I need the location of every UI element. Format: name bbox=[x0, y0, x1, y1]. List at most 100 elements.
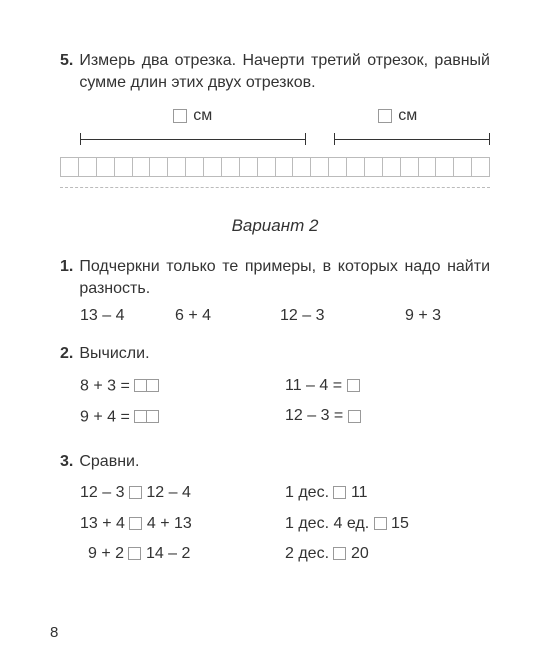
compare-box[interactable] bbox=[129, 517, 142, 530]
grid-cell bbox=[150, 158, 168, 176]
segment-1 bbox=[80, 131, 306, 147]
task-3: 3. Сравни. 12 – 3 12 – 4 13 + 4 4 + 13 9… bbox=[60, 451, 490, 570]
calc-line: 12 – 3 = bbox=[285, 401, 490, 431]
compare-a: 1 дес. 4 ед. bbox=[285, 515, 369, 532]
page-number: 8 bbox=[50, 624, 58, 641]
grid-cell bbox=[115, 158, 133, 176]
task-1-text: Подчеркни только те примеры, в которых н… bbox=[79, 256, 490, 299]
example: 12 – 3 bbox=[260, 307, 365, 325]
grid-row bbox=[60, 157, 490, 177]
cm-labels-row: см см bbox=[80, 107, 490, 125]
grid-cell bbox=[133, 158, 151, 176]
cm-label-right: см bbox=[306, 107, 491, 125]
grid-cell bbox=[365, 158, 383, 176]
grid-cell bbox=[97, 158, 115, 176]
compare-box[interactable] bbox=[333, 547, 346, 560]
segment-2-wrap bbox=[334, 131, 490, 147]
compare-box[interactable] bbox=[128, 547, 141, 560]
task-1-examples: 13 – 4 6 + 4 12 – 3 9 + 3 bbox=[80, 307, 490, 325]
task-3-number: 3. bbox=[60, 453, 73, 471]
calc-expr: 12 – 3 = bbox=[285, 407, 343, 424]
grid-cell bbox=[276, 158, 294, 176]
segment-2 bbox=[334, 131, 490, 147]
grid-cell bbox=[401, 158, 419, 176]
compare-a: 12 – 3 bbox=[80, 484, 124, 501]
task-5-number: 5. bbox=[60, 52, 73, 70]
task-2-cols: 8 + 3 = 9 + 4 = 11 – 4 = 12 – 3 = bbox=[80, 371, 490, 433]
segment-1-wrap bbox=[80, 131, 334, 147]
task-2-number: 2. bbox=[60, 345, 73, 363]
task-1-number: 1. bbox=[60, 258, 73, 276]
compare-line: 12 – 3 12 – 4 bbox=[80, 478, 285, 508]
answer-box[interactable] bbox=[347, 379, 360, 392]
grid-cell bbox=[293, 158, 311, 176]
grid-cell bbox=[222, 158, 240, 176]
compare-box[interactable] bbox=[333, 486, 346, 499]
compare-line: 1 дес. 11 bbox=[285, 478, 490, 508]
compare-a: 13 + 4 bbox=[80, 515, 125, 532]
grid-cell bbox=[383, 158, 401, 176]
grid-cell bbox=[347, 158, 365, 176]
task-1: 1. Подчеркни только те примеры, в которы… bbox=[60, 256, 490, 325]
grid-cell bbox=[204, 158, 222, 176]
task-2-col-right: 11 – 4 = 12 – 3 = bbox=[285, 371, 490, 433]
segments-row bbox=[80, 131, 490, 147]
grid-cell bbox=[436, 158, 454, 176]
compare-a: 2 дес. bbox=[285, 545, 329, 562]
answer-boxes[interactable] bbox=[134, 371, 159, 401]
compare-b: 15 bbox=[391, 515, 409, 532]
compare-box[interactable] bbox=[129, 486, 142, 499]
cm-label-left: см bbox=[80, 107, 306, 125]
calc-line: 8 + 3 = bbox=[80, 371, 285, 402]
compare-b: 11 bbox=[351, 484, 368, 501]
grid-cell bbox=[168, 158, 186, 176]
compare-a: 9 + 2 bbox=[88, 545, 124, 562]
calc-line: 9 + 4 = bbox=[80, 402, 285, 433]
compare-b: 12 – 4 bbox=[146, 484, 190, 501]
task-5: 5. Измерь два отрезка. Начерти третий от… bbox=[60, 50, 490, 188]
grid-cell bbox=[258, 158, 276, 176]
compare-a: 1 дес. bbox=[285, 484, 329, 501]
example: 9 + 3 bbox=[365, 307, 490, 325]
grid-cell bbox=[61, 158, 79, 176]
cm-unit: см bbox=[398, 107, 417, 125]
task-3-cols: 12 – 3 12 – 4 13 + 4 4 + 13 9 + 2 14 – 2… bbox=[80, 478, 490, 569]
task-3-col-right: 1 дес. 11 1 дес. 4 ед. 15 2 дес. 20 bbox=[285, 478, 490, 569]
task-2: 2. Вычисли. 8 + 3 = 9 + 4 = 11 – 4 = 12 … bbox=[60, 343, 490, 432]
compare-line: 2 дес. 20 bbox=[285, 539, 490, 569]
calc-line: 11 – 4 = bbox=[285, 371, 490, 401]
task-2-head: 2. Вычисли. bbox=[60, 343, 490, 365]
task-3-text: Сравни. bbox=[79, 451, 139, 473]
example: 6 + 4 bbox=[165, 307, 260, 325]
compare-b: 14 – 2 bbox=[146, 545, 190, 562]
task-2-col-left: 8 + 3 = 9 + 4 = bbox=[80, 371, 285, 433]
compare-b: 20 bbox=[351, 545, 369, 562]
grid-cell bbox=[311, 158, 329, 176]
answer-boxes[interactable] bbox=[134, 402, 159, 432]
task-2-text: Вычисли. bbox=[79, 343, 149, 365]
compare-line: 1 дес. 4 ед. 15 bbox=[285, 509, 490, 539]
grid-cell bbox=[79, 158, 97, 176]
compare-b: 4 + 13 bbox=[147, 515, 192, 532]
grid-cell bbox=[186, 158, 204, 176]
answer-box[interactable] bbox=[378, 109, 392, 123]
grid-cell bbox=[454, 158, 472, 176]
task-5-text: Измерь два отрезка. Начерти третий отрез… bbox=[79, 50, 490, 93]
task-3-head: 3. Сравни. bbox=[60, 451, 490, 473]
compare-line: 13 + 4 4 + 13 bbox=[80, 509, 285, 539]
calc-expr: 9 + 4 = bbox=[80, 408, 130, 425]
grid-cell bbox=[472, 158, 489, 176]
grid-cell bbox=[240, 158, 258, 176]
grid-cell bbox=[419, 158, 437, 176]
variant-title: Вариант 2 bbox=[60, 216, 490, 236]
compare-box[interactable] bbox=[374, 517, 387, 530]
answer-box[interactable] bbox=[173, 109, 187, 123]
dashed-line bbox=[60, 187, 490, 188]
compare-line: 9 + 2 14 – 2 bbox=[80, 539, 285, 569]
cm-unit: см bbox=[193, 107, 212, 125]
task-5-head: 5. Измерь два отрезка. Начерти третий от… bbox=[60, 50, 490, 93]
calc-expr: 8 + 3 = bbox=[80, 377, 130, 394]
task-1-head: 1. Подчеркни только те примеры, в которы… bbox=[60, 256, 490, 299]
answer-box[interactable] bbox=[348, 410, 361, 423]
task-3-col-left: 12 – 3 12 – 4 13 + 4 4 + 13 9 + 2 14 – 2 bbox=[80, 478, 285, 569]
